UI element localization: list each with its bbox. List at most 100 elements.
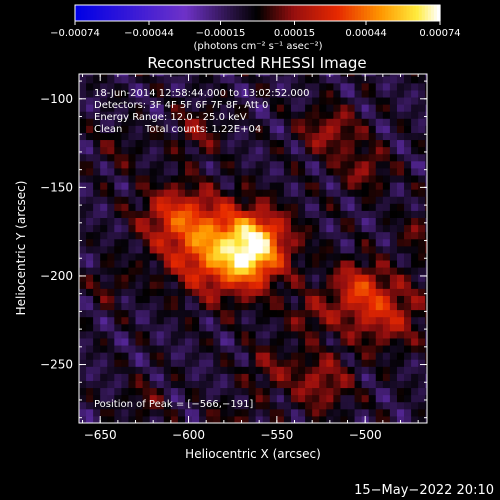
heatmap-cell xyxy=(100,210,108,218)
heatmap-cell xyxy=(206,153,214,162)
heatmap-cell xyxy=(326,132,334,141)
heatmap-cell xyxy=(262,125,271,133)
heatmap-cell xyxy=(220,288,228,296)
heatmap-cell xyxy=(340,231,349,240)
heatmap-cell xyxy=(425,288,427,296)
heatmap-cell xyxy=(283,337,292,346)
heatmap-cell xyxy=(86,415,94,423)
heatmap-cell xyxy=(234,274,243,282)
heatmap-cell xyxy=(368,97,377,105)
heatmap-cell xyxy=(241,281,250,289)
heatmap-cell xyxy=(107,288,115,296)
heatmap-cell xyxy=(269,182,278,190)
heatmap-cell xyxy=(319,295,327,304)
heatmap-cell xyxy=(333,210,341,218)
heatmap-cell xyxy=(86,196,94,204)
heatmap-cell xyxy=(100,408,108,417)
colorbar-cell xyxy=(178,5,183,21)
heatmap-cell xyxy=(425,260,427,268)
heatmap-cell xyxy=(340,408,349,417)
heatmap-cell xyxy=(375,274,384,282)
heatmap-cell xyxy=(418,89,426,98)
heatmap-cell xyxy=(382,210,391,218)
heatmap-cell xyxy=(135,323,144,332)
heatmap-cell xyxy=(283,104,292,112)
heatmap-cell xyxy=(389,118,398,126)
heatmap-cell xyxy=(135,274,144,282)
heatmap-cell xyxy=(156,408,165,417)
heatmap-cell xyxy=(312,182,320,190)
heatmap-cell xyxy=(262,153,271,162)
heatmap-cell xyxy=(128,337,137,346)
heatmap-cell xyxy=(326,160,334,169)
heatmap-cell xyxy=(184,224,193,233)
heatmap-cell xyxy=(163,82,172,91)
heatmap-cell xyxy=(241,274,250,282)
heatmap-cell xyxy=(411,330,419,339)
heatmap-cell xyxy=(305,408,313,417)
heatmap-cell xyxy=(149,203,158,211)
heatmap-cell xyxy=(361,182,370,190)
colorbar-tick-label: 0.00074 xyxy=(419,28,460,39)
heatmap-cell xyxy=(192,174,200,183)
heatmap-cell xyxy=(192,82,200,91)
heatmap-cell xyxy=(192,295,200,304)
heatmap-cell xyxy=(368,89,377,98)
heatmap-cell xyxy=(135,89,144,98)
heatmap-cell xyxy=(255,203,264,211)
heatmap-cell xyxy=(276,217,285,226)
heatmap-cell xyxy=(290,89,299,98)
heatmap-cell xyxy=(163,252,172,261)
heatmap-cell xyxy=(333,167,341,176)
heatmap-cell xyxy=(142,359,151,367)
heatmap-cell xyxy=(361,267,370,275)
heatmap-cell xyxy=(121,309,129,318)
heatmap-cell xyxy=(107,267,115,275)
heatmap-cell xyxy=(305,373,313,381)
colorbar-cell xyxy=(102,5,107,21)
heatmap-cell xyxy=(79,345,87,353)
heatmap-cell xyxy=(241,153,250,162)
heatmap-cell xyxy=(86,224,94,233)
heatmap-cell xyxy=(290,111,299,119)
colorbar-cell xyxy=(297,5,301,21)
heatmap-cell xyxy=(276,118,285,126)
heatmap-cell xyxy=(93,189,101,197)
heatmap-cell xyxy=(156,337,165,346)
heatmap-cell xyxy=(389,295,398,304)
heatmap-cell xyxy=(170,196,179,204)
heatmap-cell xyxy=(86,182,94,190)
annotation-peak: Position of Peak = [−566,−191] xyxy=(94,399,253,410)
heatmap-cell xyxy=(142,394,151,403)
heatmap-cell xyxy=(177,309,186,318)
heatmap-cell xyxy=(220,345,228,353)
heatmap-cell xyxy=(135,387,144,396)
heatmap-cell xyxy=(290,196,299,204)
heatmap-cell xyxy=(262,281,271,289)
heatmap-cell xyxy=(361,89,370,98)
heatmap-cell xyxy=(79,288,87,296)
heatmap-cell xyxy=(163,189,172,197)
heatmap-cell xyxy=(333,160,341,169)
heatmap-cell xyxy=(269,153,278,162)
heatmap-cell xyxy=(248,224,257,233)
heatmap-cell xyxy=(234,401,243,410)
heatmap-cell xyxy=(163,380,172,389)
heatmap-cell xyxy=(319,189,327,197)
heatmap-cell xyxy=(411,415,419,423)
heatmap-cell xyxy=(255,75,264,84)
heatmap-cell xyxy=(128,231,137,240)
heatmap-cell xyxy=(326,260,334,268)
heatmap-cell xyxy=(298,245,306,254)
heatmap-cell xyxy=(156,231,165,240)
heatmap-cell xyxy=(333,330,341,339)
heatmap-cell xyxy=(396,125,405,133)
heatmap-cell xyxy=(227,337,235,346)
heatmap-cell xyxy=(184,366,193,374)
heatmap-cell xyxy=(411,302,419,311)
heatmap-cell xyxy=(199,352,207,360)
heatmap-cell xyxy=(184,288,193,296)
heatmap-cell xyxy=(227,217,235,226)
heatmap-cell xyxy=(220,366,228,374)
heatmap-cell xyxy=(361,146,370,155)
